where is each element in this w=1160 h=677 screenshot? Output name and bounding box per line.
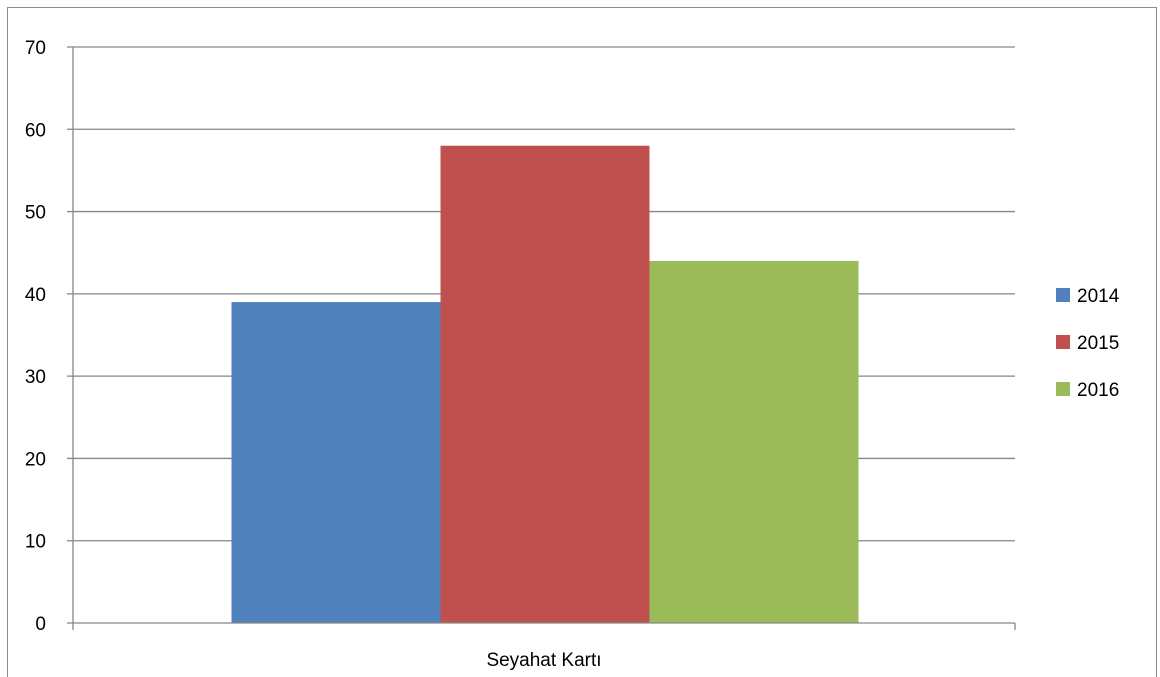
y-tick-label: 20 xyxy=(25,449,46,470)
bars xyxy=(231,145,859,623)
x-tick-label: Seyahat Kartı xyxy=(486,650,601,671)
x-tick-labels: Seyahat Kartı xyxy=(486,650,601,671)
y-tick-label: 10 xyxy=(25,532,46,553)
bar-2015 xyxy=(440,145,650,623)
legend-label-2015: 2015 xyxy=(1077,333,1119,354)
bar-2016 xyxy=(649,260,859,623)
legend-swatch-2014 xyxy=(1056,288,1070,302)
y-tick-label: 40 xyxy=(25,285,46,306)
y-tick-label: 70 xyxy=(25,38,46,59)
axes xyxy=(67,47,1016,630)
legend-swatch-2016 xyxy=(1056,382,1070,396)
bar-2014 xyxy=(231,302,441,623)
y-tick-label: 30 xyxy=(25,367,46,388)
y-tick-label: 0 xyxy=(35,614,46,635)
y-tick-labels: 0 10 20 30 40 50 60 70 xyxy=(25,38,46,635)
legend-label-2014: 2014 xyxy=(1077,286,1120,307)
y-tick-label: 60 xyxy=(25,120,46,141)
legend-label-2016: 2016 xyxy=(1077,380,1119,401)
y-tick-label: 50 xyxy=(25,203,46,224)
legend: 2014 2015 2016 xyxy=(1056,286,1120,401)
legend-swatch-2015 xyxy=(1056,335,1070,349)
